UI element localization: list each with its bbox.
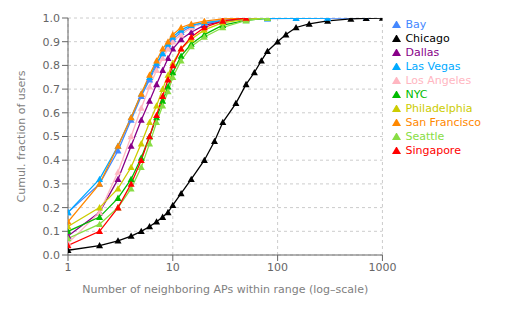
html-text:Philadelphia: Philadelphia: [405, 102, 473, 115]
html-text:Los Angeles: Los Angeles: [405, 74, 472, 87]
svg-text:0.4: 0.4: [43, 154, 61, 167]
svg-text:0.7: 0.7: [43, 83, 61, 96]
html-text:Seattle: Seattle: [405, 130, 445, 143]
svg-text:Number of neighboring APs with: Number of neighboring APs within range (…: [82, 283, 368, 296]
svg-text:Cumul. fraction of users: Cumul. fraction of users: [15, 70, 28, 202]
svg-text:10: 10: [166, 261, 180, 274]
svg-text:100: 100: [267, 261, 288, 274]
svg-text:0.8: 0.8: [43, 59, 61, 72]
svg-text:0.0: 0.0: [43, 249, 61, 262]
html-text:Bay: Bay: [405, 18, 427, 31]
svg-text:0.2: 0.2: [43, 202, 61, 215]
svg-text:0.9: 0.9: [43, 36, 61, 49]
svg-text:0.5: 0.5: [43, 130, 61, 143]
svg-text:1000: 1000: [368, 261, 396, 274]
svg-text:0.3: 0.3: [43, 178, 61, 191]
svg-text:1.0: 1.0: [43, 12, 61, 25]
html-text:Dallas: Dallas: [405, 46, 440, 59]
svg-text:0.6: 0.6: [43, 107, 61, 120]
html-text:Las Vegas: Las Vegas: [405, 60, 461, 73]
html-text:Chicago: Chicago: [405, 32, 450, 45]
html-text:Singapore: Singapore: [405, 144, 461, 157]
svg-text:0.1: 0.1: [43, 225, 61, 238]
html-text:San Francisco: San Francisco: [405, 116, 481, 129]
html-text:NYC: NYC: [405, 88, 428, 101]
svg-text:1: 1: [65, 261, 72, 274]
